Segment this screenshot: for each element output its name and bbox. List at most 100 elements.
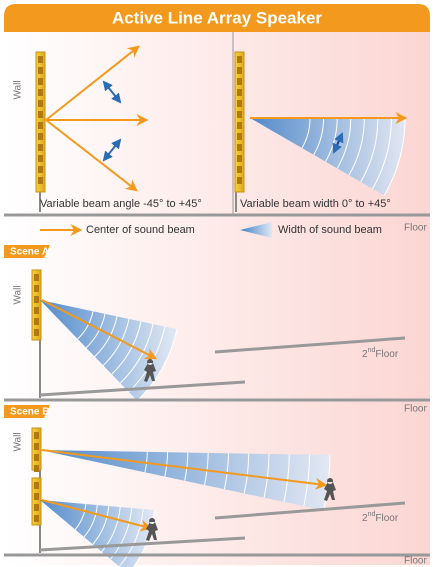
driver bbox=[34, 432, 39, 439]
title: Active Line Array Speaker bbox=[112, 8, 322, 27]
ramp bbox=[39, 380, 246, 397]
driver bbox=[34, 454, 39, 461]
driver bbox=[34, 443, 39, 450]
beam-band bbox=[383, 117, 406, 196]
beam-band bbox=[360, 117, 379, 183]
person bbox=[144, 359, 156, 382]
driver bbox=[237, 78, 242, 85]
ramp bbox=[39, 536, 246, 552]
beam-band bbox=[348, 117, 365, 176]
ordinal: 2 bbox=[362, 349, 368, 360]
suffix: nd bbox=[368, 511, 376, 518]
driver bbox=[38, 122, 43, 129]
title-bar bbox=[4, 4, 430, 32]
beam-band bbox=[184, 452, 189, 481]
scene-label: Scene A bbox=[10, 247, 49, 258]
beam-arrows bbox=[45, 45, 149, 192]
speaker bbox=[31, 269, 42, 341]
beam-band bbox=[74, 503, 87, 530]
driver bbox=[34, 274, 39, 281]
driver bbox=[38, 78, 43, 85]
upper-floor-label: 2ndFloor bbox=[362, 511, 399, 524]
beam-fan bbox=[40, 500, 155, 567]
wall-label: Wall bbox=[13, 80, 24, 99]
driver bbox=[237, 144, 242, 151]
driver bbox=[237, 67, 242, 74]
driver bbox=[38, 177, 43, 184]
beam-band bbox=[101, 506, 121, 553]
beam-band bbox=[303, 454, 311, 507]
driver bbox=[34, 318, 39, 325]
driver bbox=[34, 493, 39, 500]
driver bbox=[237, 122, 242, 129]
person bbox=[146, 518, 158, 541]
caption: Variable beam width 0° to +45° bbox=[240, 198, 391, 210]
driver bbox=[38, 166, 43, 173]
driver bbox=[38, 111, 43, 118]
driver bbox=[34, 465, 39, 472]
driver bbox=[38, 100, 43, 107]
floor-label: Floor bbox=[404, 223, 427, 234]
floor-word: Floor bbox=[375, 513, 398, 524]
wall-label: Wall bbox=[13, 285, 24, 304]
beam-band bbox=[119, 323, 154, 384]
beam-center bbox=[41, 449, 328, 490]
beam-band bbox=[336, 117, 352, 169]
driver bbox=[34, 504, 39, 511]
beam-band bbox=[301, 117, 311, 149]
floor-label: Floor bbox=[404, 556, 427, 567]
beam-band bbox=[283, 454, 290, 502]
beam-band bbox=[77, 311, 94, 340]
beam-band bbox=[85, 313, 106, 349]
scene-tab bbox=[4, 245, 50, 258]
driver bbox=[237, 100, 242, 107]
beam-center bbox=[41, 299, 158, 360]
floor-label: Floor bbox=[404, 404, 427, 415]
driver bbox=[237, 111, 242, 118]
wall-label: Wall bbox=[13, 432, 24, 451]
driver bbox=[38, 56, 43, 63]
beam-band bbox=[94, 316, 118, 358]
driver bbox=[38, 67, 43, 74]
driver bbox=[38, 133, 43, 140]
beam-band bbox=[223, 453, 229, 490]
beam-center bbox=[41, 499, 153, 532]
upper-floor-label: 2ndFloor bbox=[362, 347, 399, 360]
driver bbox=[34, 307, 39, 314]
driver bbox=[38, 155, 43, 162]
floor-word: Floor bbox=[375, 349, 398, 360]
person bbox=[324, 478, 336, 501]
upper-floor bbox=[214, 336, 406, 354]
driver bbox=[34, 329, 39, 336]
driver bbox=[237, 155, 242, 162]
beam-band bbox=[243, 453, 250, 494]
beam-band bbox=[136, 329, 178, 402]
driver bbox=[237, 133, 242, 140]
legend-label: Width of sound beam bbox=[278, 224, 382, 236]
speaker bbox=[31, 477, 42, 526]
ordinal: 2 bbox=[362, 513, 368, 524]
driver bbox=[34, 482, 39, 489]
driver bbox=[34, 296, 39, 303]
caption: Variable beam angle -45° to +45° bbox=[40, 198, 202, 210]
suffix: nd bbox=[368, 347, 376, 354]
driver bbox=[38, 89, 43, 96]
driver bbox=[38, 144, 43, 151]
beam-band bbox=[204, 452, 209, 486]
driver bbox=[237, 89, 242, 96]
upper-floor bbox=[214, 501, 406, 520]
shapes bbox=[31, 51, 408, 567]
driver bbox=[237, 166, 242, 173]
beam-band bbox=[111, 321, 142, 375]
beam-band bbox=[372, 117, 392, 189]
scene-tab bbox=[4, 405, 50, 418]
driver bbox=[34, 285, 39, 292]
beam-band bbox=[313, 117, 325, 156]
beam-band bbox=[83, 504, 98, 538]
beam-band bbox=[118, 508, 144, 567]
driver bbox=[237, 56, 242, 63]
beam-band bbox=[92, 505, 110, 545]
rotate-arrows bbox=[102, 80, 122, 162]
beam-fan bbox=[250, 118, 405, 196]
